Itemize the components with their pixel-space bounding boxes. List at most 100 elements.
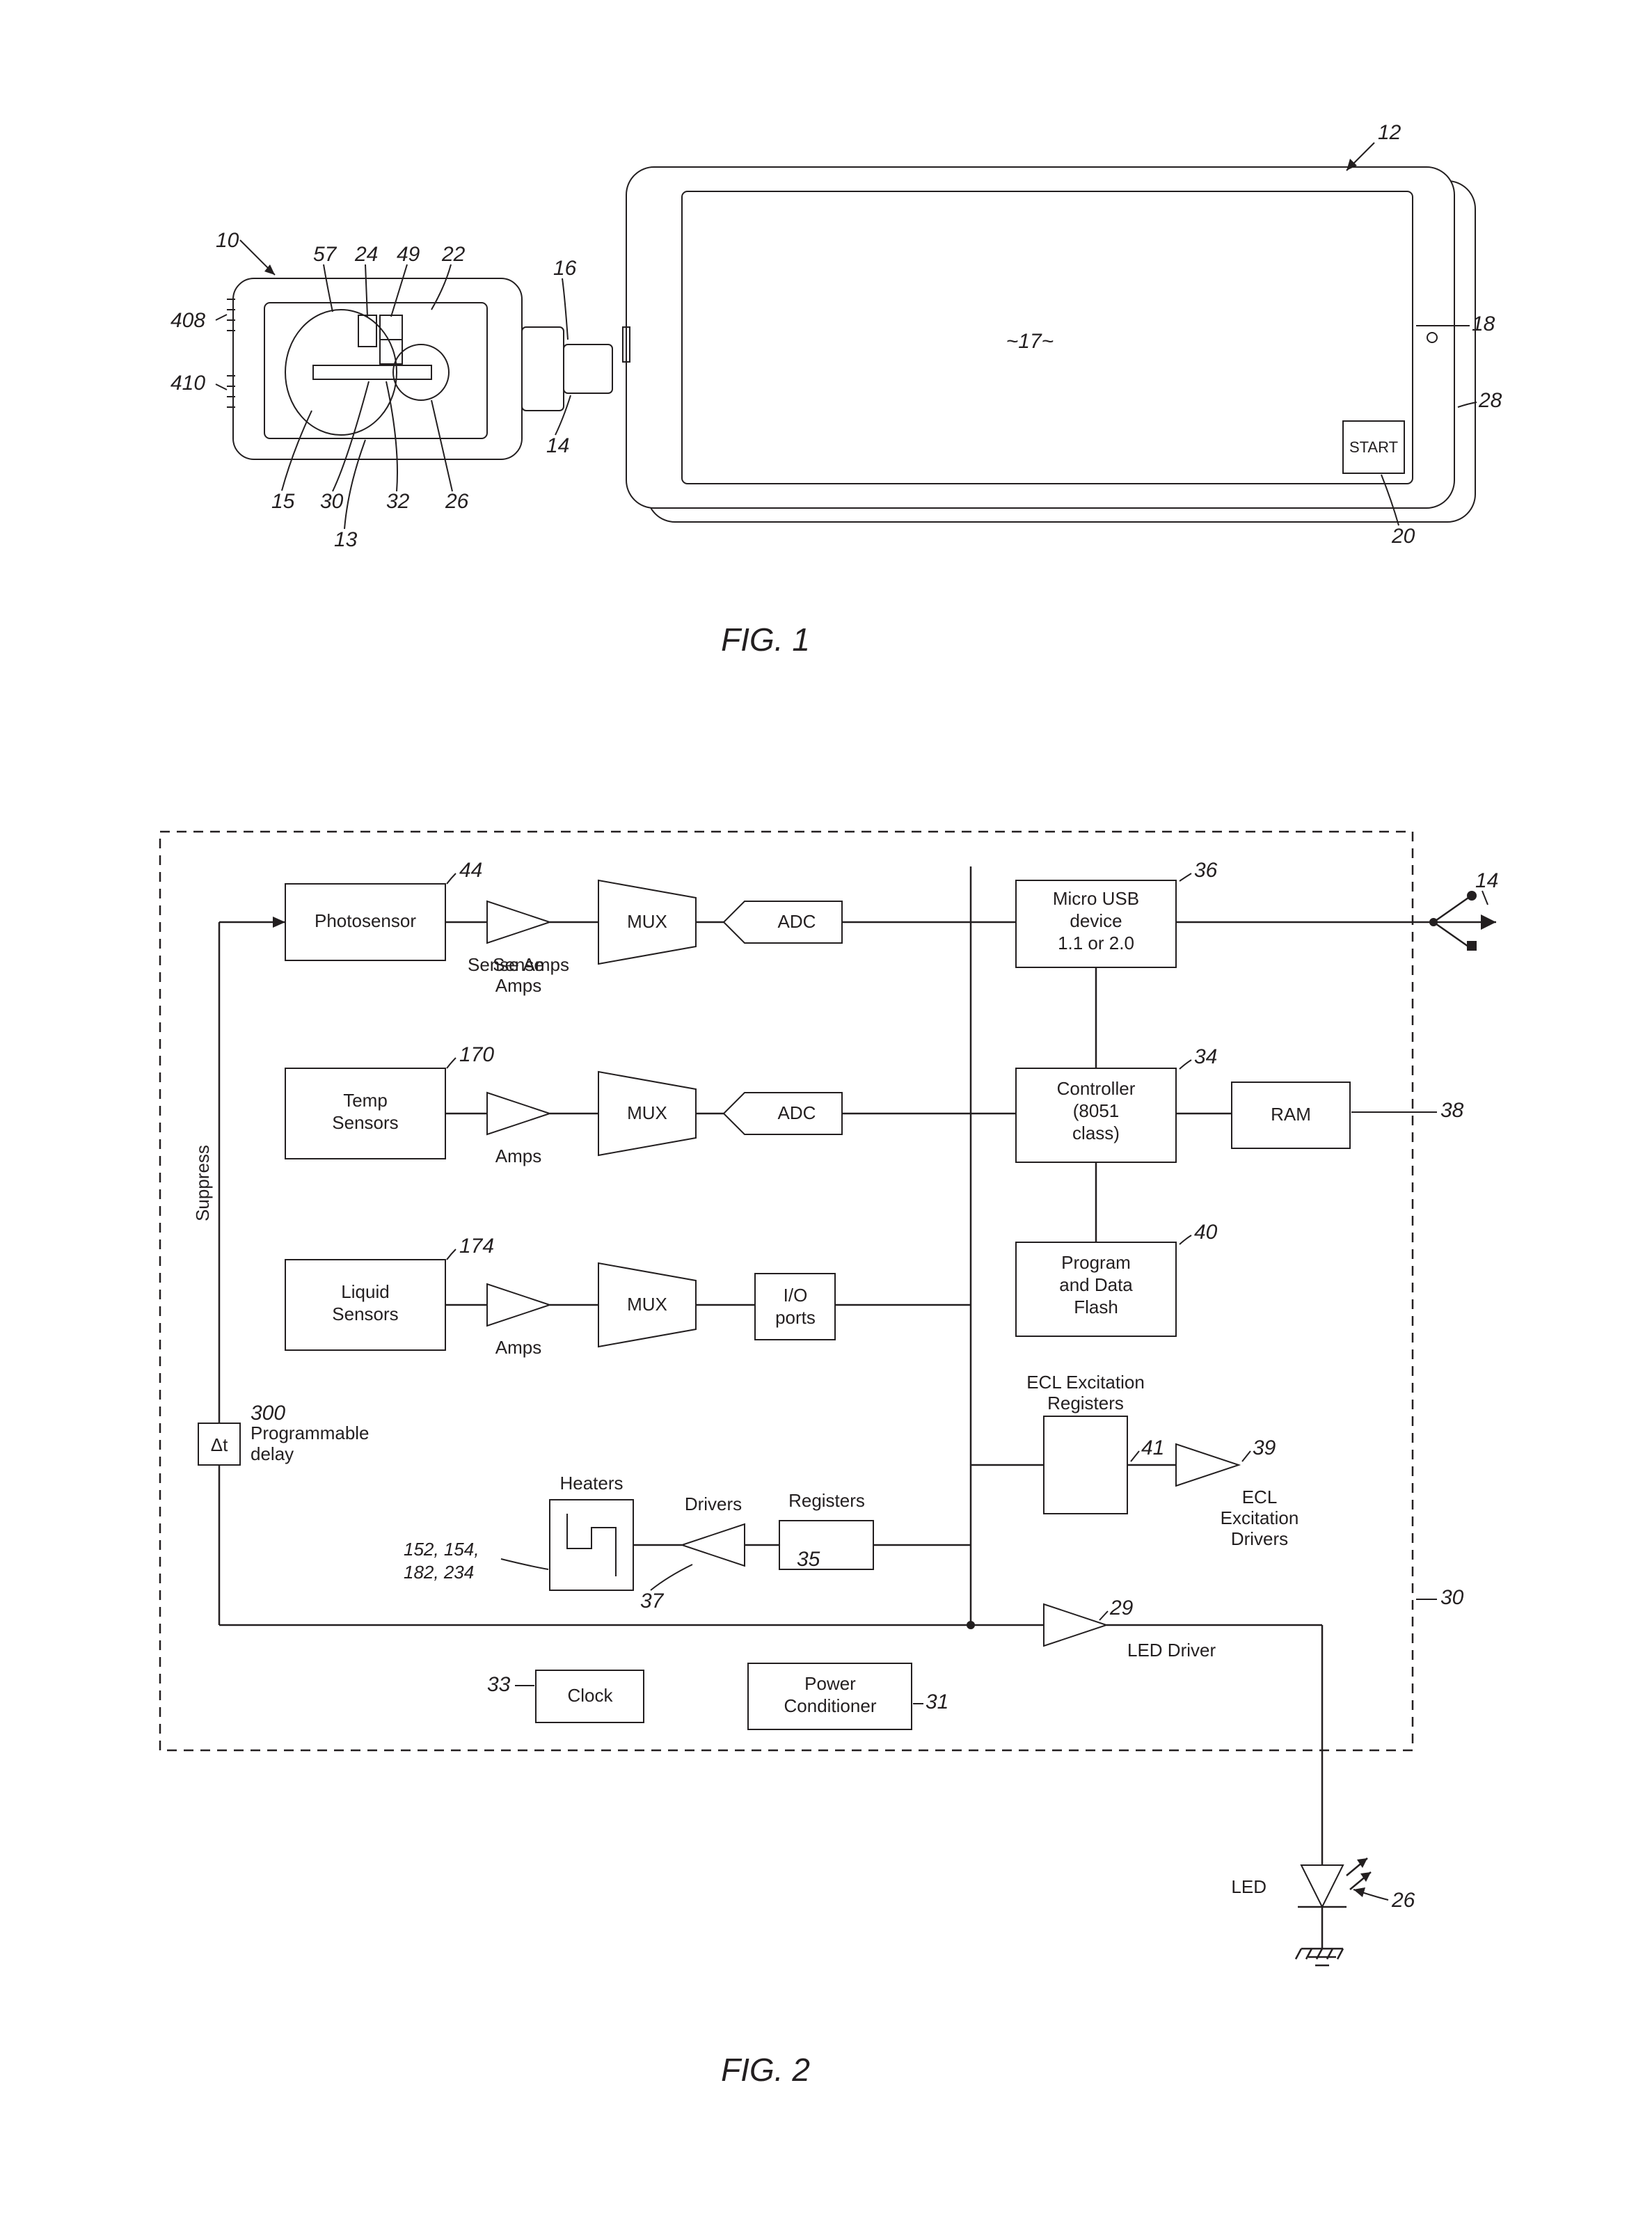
ref-20: 20 xyxy=(1391,525,1415,548)
adc1-label: ADC xyxy=(778,911,816,932)
ecl-reg-l1: ECL Excitation xyxy=(1026,1372,1145,1393)
fig2-caption: FIG. 2 xyxy=(721,2052,810,2088)
ref-44: 44 xyxy=(459,859,482,882)
heaters-label: Heaters xyxy=(559,1473,623,1494)
fig2-group: Photosensor Sense Amps Sense Amps MUX AD… xyxy=(160,832,1498,2088)
flash-l1: Program xyxy=(1061,1252,1131,1273)
ref-38: 38 xyxy=(1440,1099,1464,1122)
ecld-l2: Excitation xyxy=(1221,1507,1299,1528)
ref-170: 170 xyxy=(459,1043,494,1066)
ecl-registers-block xyxy=(1044,1416,1127,1514)
sense-l1: Sense xyxy=(493,954,544,975)
ref-16: 16 xyxy=(553,257,577,280)
ram-label: RAM xyxy=(1271,1104,1311,1125)
fig1-group: ~17~ START xyxy=(170,121,1502,658)
fig1-caption: FIG. 1 xyxy=(721,621,810,658)
start-button-label: START xyxy=(1349,438,1398,456)
ref-39: 39 xyxy=(1253,1436,1276,1459)
ref-408: 408 xyxy=(170,309,205,332)
liquid-l2: Sensors xyxy=(332,1304,398,1324)
usb-l1: Micro USB xyxy=(1053,888,1139,909)
liquid-l1: Liquid xyxy=(341,1281,389,1302)
drivers-tri xyxy=(682,1524,745,1566)
ctrl-l1: Controller xyxy=(1057,1078,1136,1099)
bar-32 xyxy=(313,365,431,379)
smartphone: ~17~ START xyxy=(623,167,1475,522)
row-bottom: Clock Power Conditioner xyxy=(536,1663,912,1729)
connector-plug xyxy=(564,344,612,393)
suppress-label: Suppress xyxy=(192,1145,213,1221)
ref-10: 10 xyxy=(216,229,239,252)
ref-15: 15 xyxy=(271,490,295,513)
prog-delay-l1: Programmable xyxy=(251,1423,370,1443)
temp-l2: Sensors xyxy=(332,1112,398,1133)
pwr-l1: Power xyxy=(804,1673,856,1694)
amps2-label: Amps xyxy=(495,1337,541,1358)
ref-152etc-l1: 152, 154, xyxy=(404,1539,479,1560)
temp-l1: Temp xyxy=(343,1090,388,1111)
ref-30b: 30 xyxy=(1440,1586,1464,1609)
ref-35: 35 xyxy=(797,1548,820,1571)
led-driver: LED Driver xyxy=(971,1604,1322,1865)
ref-18: 18 xyxy=(1472,312,1495,335)
fig2-refs: 44 170 174 300 33 37 35 31 41 39 29 36 3… xyxy=(251,859,1498,1912)
ref-34: 34 xyxy=(1194,1045,1217,1068)
ref-300: 300 xyxy=(251,1402,285,1425)
mux2-label: MUX xyxy=(627,1102,667,1123)
ref-12: 12 xyxy=(1378,121,1401,144)
amp3 xyxy=(487,1284,550,1326)
cartridge xyxy=(227,278,612,459)
io-l2: ports xyxy=(775,1307,816,1328)
ref-28: 28 xyxy=(1478,389,1502,412)
led-driver-tri xyxy=(1044,1604,1106,1646)
ref-152etc-l2: 182, 234 xyxy=(404,1562,474,1583)
flash-l3: Flash xyxy=(1074,1297,1118,1317)
connector-neck xyxy=(522,327,564,411)
amp2 xyxy=(487,1093,550,1134)
mux3-label: MUX xyxy=(627,1294,667,1315)
usb-l3: 1.1 or 2.0 xyxy=(1058,933,1134,953)
flash-l2: and Data xyxy=(1059,1274,1133,1295)
drivers-label: Drivers xyxy=(685,1494,742,1514)
ref-30: 30 xyxy=(320,490,344,513)
prog-delay-l2: delay xyxy=(251,1443,294,1464)
ctrl-l3: class) xyxy=(1072,1123,1120,1143)
led-label: LED xyxy=(1231,1876,1266,1897)
ref-31: 31 xyxy=(926,1690,948,1713)
sense-amp xyxy=(487,901,550,943)
registers-label: Registers xyxy=(788,1490,865,1511)
ref-14: 14 xyxy=(546,434,569,457)
ctrl-l2: (8051 xyxy=(1073,1100,1120,1121)
row-liquid: Liquid Sensors Amps MUX I/O ports xyxy=(285,1260,971,1358)
sense-l2: Amps xyxy=(495,975,541,996)
mux1-label: MUX xyxy=(627,911,667,932)
ref-26b: 26 xyxy=(1391,1889,1415,1912)
ref-33: 33 xyxy=(487,1673,511,1696)
patent-figures: ~17~ START xyxy=(0,0,1652,2234)
led-triangle xyxy=(1301,1865,1343,1907)
ref-41: 41 xyxy=(1141,1436,1164,1459)
ref-37: 37 xyxy=(640,1590,665,1613)
ref-57: 57 xyxy=(313,243,337,266)
left-strips xyxy=(227,299,235,407)
ref-49: 49 xyxy=(397,243,420,266)
ecl-reg-l2: Registers xyxy=(1047,1393,1124,1413)
ecl-drivers-amp xyxy=(1176,1444,1239,1486)
row-photosensor: Photosensor Sense Amps Sense Amps MUX AD… xyxy=(285,880,971,996)
usb-l2: device xyxy=(1070,910,1122,931)
ref-36: 36 xyxy=(1194,859,1218,882)
clock-label: Clock xyxy=(567,1685,613,1706)
pwr-l2: Conditioner xyxy=(784,1695,877,1716)
ref-410: 410 xyxy=(170,372,205,395)
io-l1: I/O xyxy=(784,1285,808,1306)
prog-delay: Δt Programmable delay xyxy=(198,1423,370,1465)
rect-24 xyxy=(358,315,376,347)
ref-14b: 14 xyxy=(1475,869,1498,892)
row-temp: Temp Sensors Amps MUX ADC xyxy=(285,1068,971,1166)
ecld-l1: ECL xyxy=(1242,1487,1278,1507)
ref-40: 40 xyxy=(1194,1221,1218,1244)
ref-22: 22 xyxy=(441,243,466,266)
delta-t-label: Δt xyxy=(211,1434,228,1455)
display-17: ~17~ xyxy=(1006,330,1054,353)
ref-32: 32 xyxy=(386,490,410,513)
